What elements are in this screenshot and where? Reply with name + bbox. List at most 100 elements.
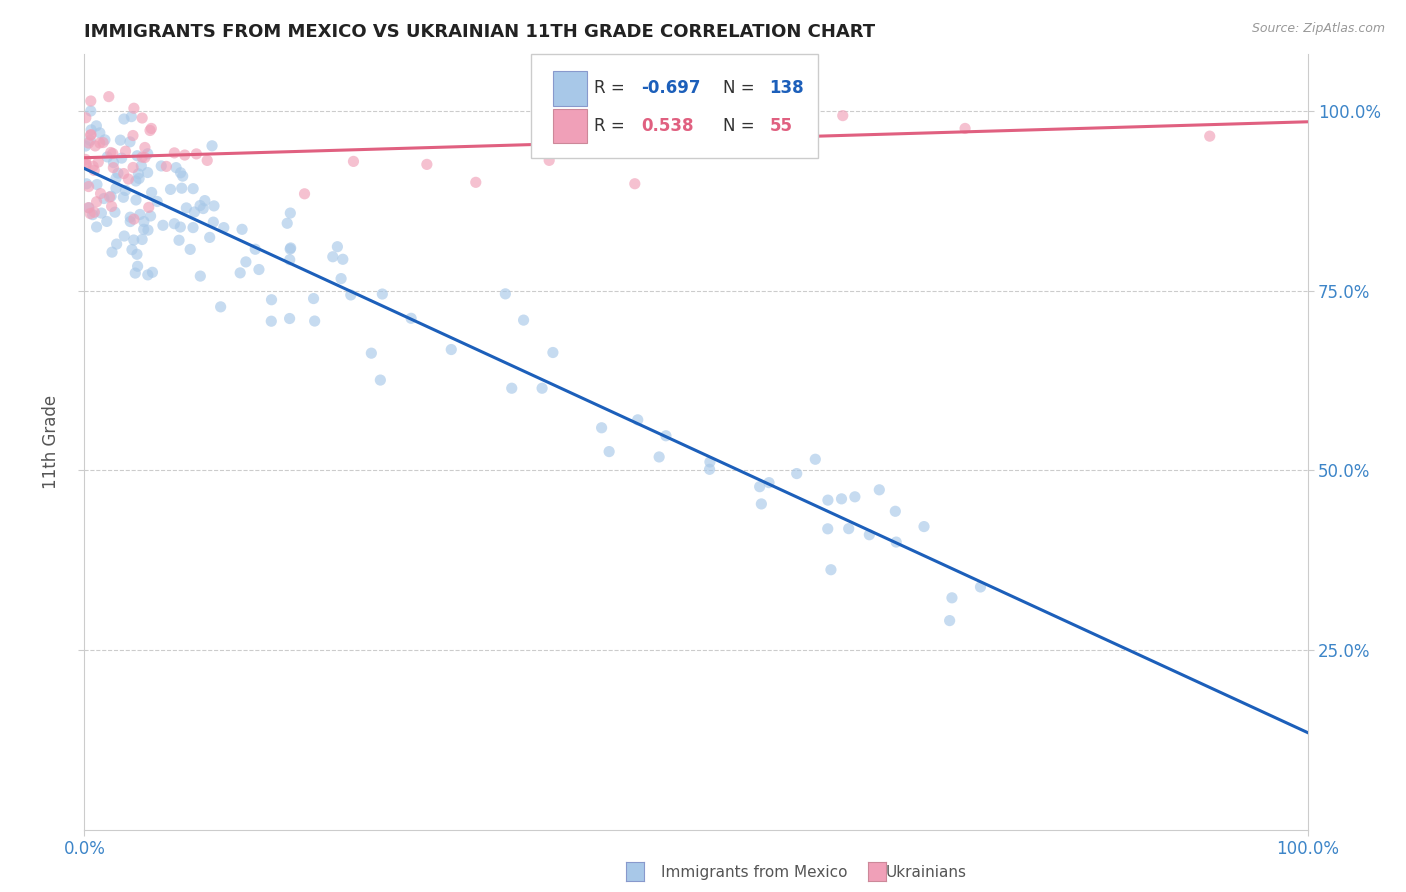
Text: N =: N =	[723, 79, 759, 97]
Point	[112, 112, 135, 126]
Point	[122, 128, 145, 143]
Point	[136, 165, 159, 179]
Point	[163, 145, 186, 160]
Point	[188, 198, 211, 212]
Point	[302, 292, 325, 306]
Point	[118, 135, 141, 149]
Point	[107, 166, 129, 180]
Point	[278, 252, 301, 267]
Point	[235, 255, 257, 269]
Point	[122, 101, 145, 115]
Point	[80, 94, 103, 108]
Point	[624, 177, 647, 191]
Point	[79, 133, 101, 147]
Point	[120, 110, 142, 124]
Point	[231, 222, 253, 236]
Point	[758, 475, 780, 490]
Point	[339, 288, 361, 302]
Point	[193, 202, 215, 216]
Point	[84, 139, 107, 153]
Point	[953, 121, 976, 136]
Point	[138, 200, 160, 214]
Point	[100, 145, 122, 160]
Text: Immigrants from Mexico: Immigrants from Mexico	[661, 865, 848, 880]
Point	[699, 455, 721, 469]
Point	[110, 133, 132, 147]
Point	[97, 89, 120, 103]
Point	[276, 216, 298, 230]
Text: -0.697: -0.697	[641, 79, 700, 97]
Point	[371, 287, 394, 301]
Point	[342, 154, 364, 169]
Text: Source: ZipAtlas.com: Source: ZipAtlas.com	[1251, 22, 1385, 36]
Point	[112, 229, 135, 244]
Point	[139, 209, 162, 223]
Point	[884, 504, 907, 518]
Point	[91, 136, 114, 150]
Y-axis label: 11th Grade: 11th Grade	[42, 394, 60, 489]
Point	[183, 205, 205, 219]
Point	[104, 205, 127, 219]
Point	[127, 149, 149, 163]
Point	[136, 268, 159, 282]
Point	[104, 171, 127, 186]
Point	[96, 150, 118, 164]
Point	[627, 413, 650, 427]
Text: R =: R =	[595, 79, 630, 97]
Text: 55: 55	[769, 117, 793, 135]
Point	[209, 300, 232, 314]
Point	[127, 167, 149, 181]
Point	[838, 522, 860, 536]
Point	[139, 123, 162, 137]
Point	[114, 183, 136, 197]
Point	[195, 153, 218, 168]
Point	[80, 123, 103, 137]
Point	[212, 220, 235, 235]
Point	[844, 490, 866, 504]
Point	[134, 140, 156, 154]
Text: IMMIGRANTS FROM MEXICO VS UKRAINIAN 11TH GRADE CORRELATION CHART: IMMIGRANTS FROM MEXICO VS UKRAINIAN 11TH…	[84, 23, 876, 41]
Point	[172, 169, 194, 183]
Point	[83, 205, 105, 219]
Point	[202, 215, 225, 229]
Point	[280, 241, 302, 255]
Point	[79, 128, 101, 143]
Point	[648, 450, 671, 464]
Point	[181, 220, 204, 235]
Point	[531, 381, 554, 395]
Point	[79, 206, 101, 220]
Point	[77, 201, 100, 215]
Point	[751, 497, 773, 511]
Point	[120, 210, 142, 224]
Point	[247, 262, 270, 277]
Point	[101, 245, 124, 260]
Point	[82, 159, 104, 173]
Point	[179, 243, 201, 257]
Point	[699, 462, 721, 476]
Point	[786, 467, 808, 481]
Point	[817, 522, 839, 536]
Point	[186, 147, 208, 161]
Point	[598, 444, 620, 458]
Point	[80, 128, 103, 142]
Point	[868, 483, 890, 497]
Text: N =: N =	[723, 117, 759, 135]
Point	[173, 148, 195, 162]
Point	[326, 240, 349, 254]
Point	[105, 237, 128, 252]
Point	[370, 373, 392, 387]
Point	[86, 219, 108, 234]
Point	[152, 219, 174, 233]
Point	[75, 153, 97, 167]
Point	[136, 146, 159, 161]
Point	[163, 217, 186, 231]
Point	[399, 311, 422, 326]
Point	[129, 207, 152, 221]
Point	[121, 243, 143, 257]
Point	[229, 266, 252, 280]
Point	[332, 252, 354, 267]
Point	[90, 186, 112, 201]
Point	[260, 293, 283, 307]
Point	[117, 172, 139, 186]
Point	[440, 343, 463, 357]
